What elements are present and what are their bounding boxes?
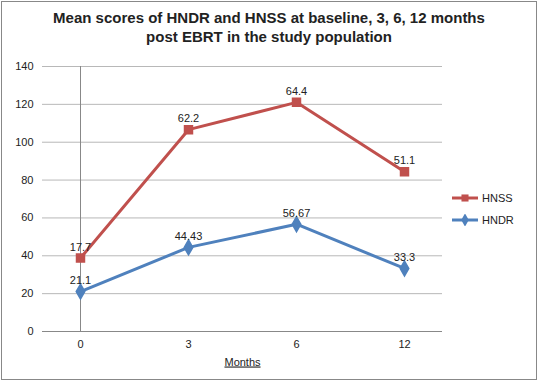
svg-text:51.1: 51.1 xyxy=(394,154,415,166)
svg-text:6: 6 xyxy=(293,338,299,350)
svg-text:33.3: 33.3 xyxy=(394,251,415,263)
html-text:HNSS: HNSS xyxy=(482,191,513,204)
svg-text:62.2: 62.2 xyxy=(178,112,199,124)
svg-text:0: 0 xyxy=(77,338,83,350)
svg-text:Months: Months xyxy=(224,356,261,368)
svg-text:20: 20 xyxy=(21,287,33,299)
html-text:HNDR: HNDR xyxy=(482,213,514,226)
svg-text:17.7: 17.7 xyxy=(70,241,91,253)
svg-text:44.43: 44.43 xyxy=(175,230,203,242)
svg-text:120: 120 xyxy=(15,98,33,110)
svg-text:21.1: 21.1 xyxy=(70,274,91,286)
svg-text:40: 40 xyxy=(21,249,33,261)
svg-text:0: 0 xyxy=(27,325,33,337)
svg-text:3: 3 xyxy=(185,338,191,350)
svg-text:64.4: 64.4 xyxy=(286,85,307,97)
svg-text:140: 140 xyxy=(15,60,33,72)
svg-text:60: 60 xyxy=(21,211,33,223)
svg-text:12: 12 xyxy=(398,338,410,350)
svg-text:56.67: 56.67 xyxy=(283,207,311,219)
html-text:Mean scores of HNDR and HNSS a: Mean scores of HNDR and HNSS at baseline… xyxy=(53,9,485,45)
svg-text:80: 80 xyxy=(21,174,33,186)
svg-text:100: 100 xyxy=(15,136,33,148)
